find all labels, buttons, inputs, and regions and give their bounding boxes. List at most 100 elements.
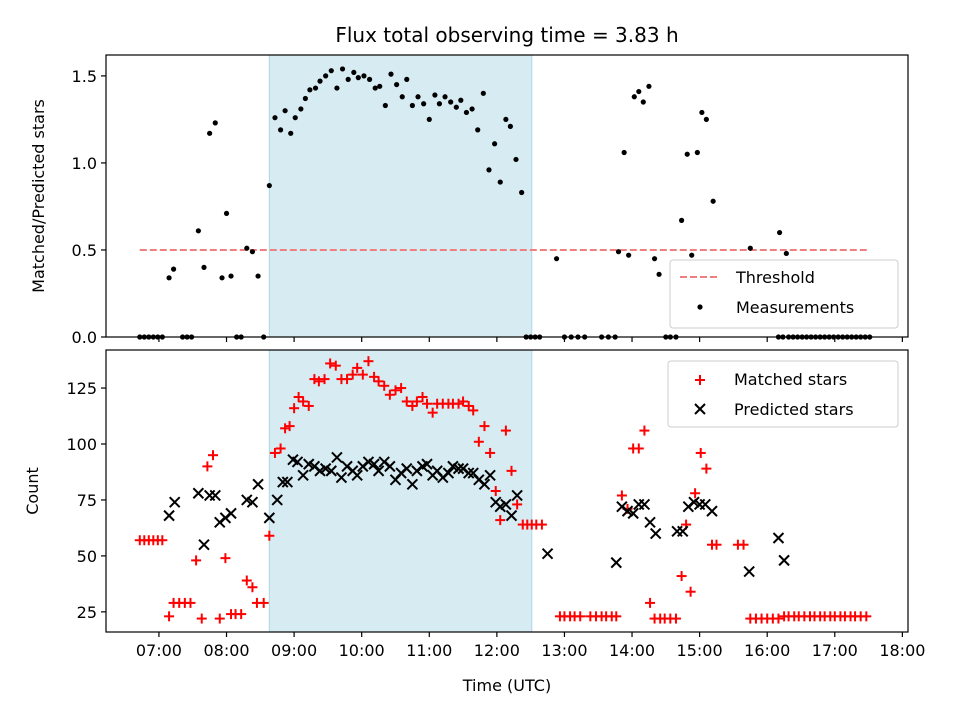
x-tick-label: 14:00 [609,641,655,660]
predicted-star-point [478,478,491,490]
measurement-point [170,266,177,272]
predicted-star-point [649,527,662,540]
measurement-point [201,264,207,270]
y-tick-label: 75 [77,491,97,510]
measurement-point [699,109,705,116]
matched-star-point [258,597,269,608]
measurement-point [339,66,346,72]
predicted-star-point [277,476,289,488]
predicted-star-point [743,565,755,578]
matched-star-point [298,396,309,407]
matched-star-point [422,398,433,409]
predicted-star-point [500,498,512,511]
predicted-star-point [462,467,475,479]
predicted-star-point [401,462,413,475]
matched-star-point [495,515,506,526]
observing-window-span [268,349,533,633]
measurement-point [372,85,378,91]
matched-star-point [284,421,295,432]
measurement-point [244,245,250,251]
matched-star-point [214,613,225,624]
measurement-point [361,73,367,79]
predicted-star-point [505,509,518,522]
measurement-point [486,167,492,173]
measurement-point [442,94,448,100]
cross-b [384,460,396,473]
matched-star-point [711,539,722,550]
cross-b [246,496,259,508]
predicted-star-point [325,465,337,477]
predicted-star-point [706,505,718,517]
matched-star-point [773,613,784,624]
matched-star-point [463,400,474,411]
matched-star-point [512,499,523,510]
legend-measurements-swatch [697,304,703,310]
measurement-point [377,83,383,89]
x-tick-label: 16:00 [744,641,790,660]
measurement-point [282,108,288,114]
measurement-point [249,249,256,255]
matched-star-point [633,443,644,454]
cross-b [192,487,205,499]
measurement-point [317,78,323,84]
x-axis-label: Time (UTC) [462,676,551,695]
matched-star-point [453,398,464,409]
legend: Matched stars Predicted stars [667,360,899,428]
measurement-point [207,130,213,136]
measurement-point [328,68,334,74]
cross-b [694,403,706,415]
matched-star-point [738,539,749,550]
cross-b [616,500,628,513]
cross-b [541,547,554,560]
matched-star-point [575,611,586,622]
matched-star-point [289,403,300,414]
measurement-point [312,85,319,91]
matched-star-point [485,447,496,458]
measurement-point [345,76,351,82]
cross-b [225,507,237,520]
measurement-point [492,141,498,147]
predicted-star-point [677,525,689,537]
cross-b [505,509,518,522]
predicted-star-point [297,469,309,482]
matched-star-point [690,488,701,499]
cross-b [778,554,790,567]
cross-b [378,456,390,468]
legend: Threshold Measurements [669,259,899,329]
cross-b [421,458,433,470]
matched-star-point [616,490,627,501]
predicted-star-point [772,532,785,544]
measurement-point [651,256,658,262]
y-axis-label: Matched/Predicted stars [29,99,48,293]
matched-star-point [347,369,358,380]
x-tick-label: 12:00 [474,641,520,660]
cross-b [277,476,289,488]
measurement-point [421,101,427,107]
matched-star-point [208,450,219,461]
measurement-point [219,275,225,281]
cross-b [341,460,353,473]
cross-b [362,456,375,468]
y-axis-label: Count [23,467,42,515]
measurement-point [448,99,454,105]
measurement-point [503,116,509,123]
matched-star-point [191,555,202,566]
predicted-star-point [541,547,554,560]
measurement-point [507,123,513,129]
measurement-point [636,88,642,95]
x-tick-label: 10:00 [339,641,385,660]
cross-b [401,462,413,475]
bottom-panel: 07:00 08:00 09:00 10:00 11:00 12:00 13:00 14:00… [23,349,925,695]
predicted-star-point [252,478,264,490]
legend-measurements-label: Measurements [736,298,854,317]
measurement-point [166,275,172,281]
cross-b [772,532,785,544]
measurement-point [646,83,652,89]
predicted-star-point [421,458,433,470]
predicted-star-point [271,494,283,506]
x-tick-label: 15:00 [677,641,723,660]
predicted-star-point [263,512,276,524]
legend-predicted-label: Predicted stars [734,400,854,419]
predicted-star-point [627,507,639,520]
predicted-star-point [192,487,205,499]
